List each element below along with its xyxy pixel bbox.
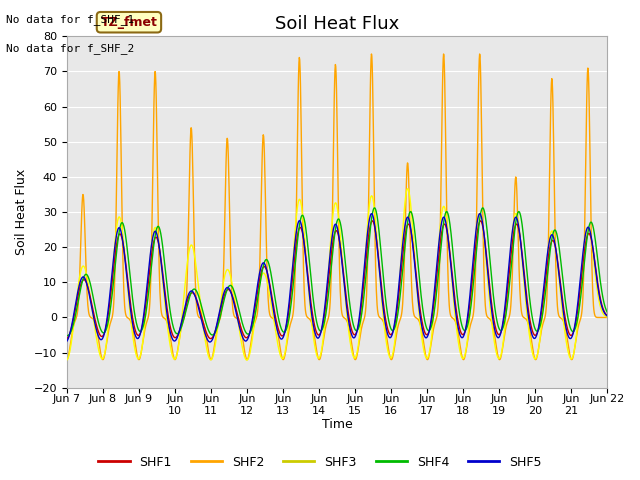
SHF3 <box>183 263 191 268</box>
SHF2 <box>244 357 252 362</box>
SHF2 <box>476 51 483 57</box>
SHF4 <box>170 327 178 333</box>
Y-axis label: Soil Heat Flux: Soil Heat Flux <box>15 169 28 255</box>
SHF5 <box>540 283 548 289</box>
SHF4 <box>421 320 429 326</box>
SHF4 <box>604 310 611 315</box>
SHF4 <box>184 302 191 308</box>
SHF4 <box>244 331 252 337</box>
SHF5 <box>63 338 70 344</box>
Text: No data for f_SHF_1: No data for f_SHF_1 <box>6 14 134 25</box>
SHF4 <box>492 314 500 320</box>
SHF1 <box>183 300 191 305</box>
SHF3 <box>404 186 412 192</box>
SHF1 <box>244 335 252 340</box>
Line: SHF1: SHF1 <box>67 221 607 338</box>
SHF3 <box>540 295 548 301</box>
SHF3 <box>243 357 251 363</box>
SHF2 <box>170 355 178 360</box>
SHF4 <box>479 205 486 211</box>
SHF1 <box>63 336 70 341</box>
Title: Soil Heat Flux: Soil Heat Flux <box>275 15 399 33</box>
SHF4 <box>63 333 71 338</box>
SHF1 <box>477 218 484 224</box>
SHF1 <box>421 329 429 335</box>
X-axis label: Time: Time <box>322 419 353 432</box>
SHF5 <box>170 338 178 344</box>
SHF1 <box>492 326 500 332</box>
SHF4 <box>63 333 70 338</box>
SHF1 <box>604 313 611 319</box>
Line: SHF4: SHF4 <box>67 208 607 336</box>
SHF4 <box>540 302 548 308</box>
SHF2 <box>540 319 547 325</box>
SHF2 <box>183 282 191 288</box>
SHF2 <box>492 340 500 346</box>
SHF3 <box>604 314 611 320</box>
SHF3 <box>422 354 429 360</box>
SHF3 <box>492 349 500 355</box>
SHF5 <box>244 336 252 342</box>
Line: SHF2: SHF2 <box>67 54 607 360</box>
SHF2 <box>421 348 429 353</box>
SHF5 <box>206 339 214 345</box>
SHF1 <box>170 334 178 340</box>
SHF5 <box>492 332 500 338</box>
Text: TZ_fmet: TZ_fmet <box>100 16 157 29</box>
Text: No data for f_SHF_2: No data for f_SHF_2 <box>6 43 134 54</box>
Line: SHF3: SHF3 <box>67 189 607 360</box>
SHF3 <box>170 356 178 361</box>
SHF1 <box>540 294 547 300</box>
SHF5 <box>476 211 483 216</box>
SHF2 <box>63 357 70 362</box>
Legend: SHF1, SHF2, SHF3, SHF4, SHF5: SHF1, SHF2, SHF3, SHF4, SHF5 <box>93 451 547 474</box>
SHF5 <box>421 335 429 340</box>
Line: SHF5: SHF5 <box>67 214 607 342</box>
SHF3 <box>63 357 70 363</box>
SHF2 <box>604 314 611 320</box>
SHF5 <box>604 313 611 319</box>
SHF3 <box>244 356 252 362</box>
SHF5 <box>183 296 191 301</box>
